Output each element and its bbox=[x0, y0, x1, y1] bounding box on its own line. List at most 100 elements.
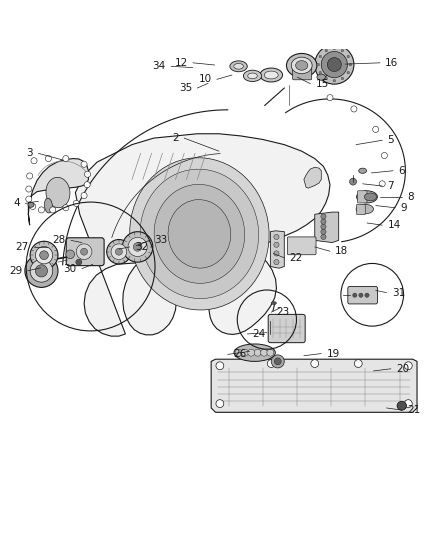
Ellipse shape bbox=[46, 177, 70, 208]
Circle shape bbox=[40, 251, 48, 260]
Text: 15: 15 bbox=[316, 79, 329, 88]
Circle shape bbox=[81, 161, 87, 167]
Circle shape bbox=[73, 200, 79, 206]
Circle shape bbox=[31, 158, 37, 164]
Circle shape bbox=[216, 400, 224, 408]
Circle shape bbox=[35, 265, 47, 277]
Ellipse shape bbox=[248, 73, 257, 79]
FancyBboxPatch shape bbox=[357, 191, 367, 203]
Ellipse shape bbox=[168, 199, 231, 268]
Circle shape bbox=[248, 349, 255, 356]
Circle shape bbox=[267, 360, 275, 367]
Text: 26: 26 bbox=[233, 350, 246, 359]
FancyBboxPatch shape bbox=[287, 237, 316, 255]
Circle shape bbox=[76, 244, 92, 260]
Circle shape bbox=[341, 77, 344, 80]
Ellipse shape bbox=[356, 204, 374, 214]
Text: 24: 24 bbox=[253, 329, 266, 339]
Circle shape bbox=[30, 241, 58, 269]
Text: 20: 20 bbox=[396, 364, 409, 374]
Circle shape bbox=[133, 243, 142, 251]
Ellipse shape bbox=[130, 158, 269, 310]
FancyBboxPatch shape bbox=[66, 238, 104, 265]
Circle shape bbox=[27, 173, 33, 179]
Circle shape bbox=[107, 239, 131, 264]
Circle shape bbox=[128, 237, 147, 256]
Text: 21: 21 bbox=[407, 405, 420, 415]
Ellipse shape bbox=[264, 71, 278, 79]
Text: 10: 10 bbox=[198, 75, 212, 84]
Circle shape bbox=[274, 260, 279, 265]
Circle shape bbox=[319, 55, 321, 58]
Circle shape bbox=[341, 50, 344, 52]
Text: 22: 22 bbox=[290, 253, 303, 263]
Text: 30: 30 bbox=[64, 264, 77, 273]
Text: 27: 27 bbox=[16, 242, 29, 252]
Text: 16: 16 bbox=[385, 58, 399, 68]
Circle shape bbox=[327, 58, 341, 71]
Text: 3: 3 bbox=[27, 148, 33, 158]
FancyBboxPatch shape bbox=[268, 314, 305, 343]
Text: 29: 29 bbox=[9, 266, 22, 276]
Ellipse shape bbox=[357, 191, 378, 203]
Text: 2: 2 bbox=[172, 133, 179, 143]
Text: 6: 6 bbox=[398, 166, 405, 176]
Circle shape bbox=[274, 235, 279, 239]
Text: 32: 32 bbox=[135, 242, 148, 252]
FancyBboxPatch shape bbox=[348, 287, 378, 304]
Circle shape bbox=[111, 244, 127, 260]
Circle shape bbox=[321, 214, 326, 219]
Ellipse shape bbox=[364, 193, 377, 201]
Ellipse shape bbox=[296, 61, 308, 70]
Polygon shape bbox=[304, 167, 321, 188]
Circle shape bbox=[81, 248, 88, 255]
Circle shape bbox=[116, 248, 122, 255]
Circle shape bbox=[350, 178, 357, 185]
Ellipse shape bbox=[28, 202, 34, 207]
Circle shape bbox=[333, 79, 336, 82]
Circle shape bbox=[359, 293, 363, 297]
Circle shape bbox=[321, 229, 326, 235]
Text: 4: 4 bbox=[14, 198, 20, 208]
Ellipse shape bbox=[234, 63, 244, 69]
Circle shape bbox=[321, 219, 326, 224]
Circle shape bbox=[311, 360, 319, 367]
Circle shape bbox=[365, 293, 369, 297]
FancyBboxPatch shape bbox=[357, 204, 365, 215]
Circle shape bbox=[315, 45, 354, 84]
Text: 7: 7 bbox=[388, 181, 394, 191]
Circle shape bbox=[261, 349, 268, 356]
Polygon shape bbox=[28, 158, 88, 225]
Circle shape bbox=[351, 106, 357, 112]
Polygon shape bbox=[270, 231, 284, 268]
Circle shape bbox=[271, 355, 284, 368]
Ellipse shape bbox=[397, 401, 406, 410]
Circle shape bbox=[379, 181, 385, 187]
Ellipse shape bbox=[244, 70, 261, 82]
Text: 18: 18 bbox=[335, 246, 349, 256]
Circle shape bbox=[30, 204, 36, 209]
Circle shape bbox=[241, 349, 248, 356]
Circle shape bbox=[354, 360, 362, 367]
Text: 8: 8 bbox=[407, 192, 413, 202]
Circle shape bbox=[30, 260, 53, 282]
FancyBboxPatch shape bbox=[293, 66, 312, 80]
Circle shape bbox=[381, 152, 388, 158]
Text: 23: 23 bbox=[276, 307, 290, 317]
Circle shape bbox=[35, 246, 53, 264]
Text: 33: 33 bbox=[155, 236, 168, 245]
Circle shape bbox=[85, 171, 91, 177]
Circle shape bbox=[317, 63, 320, 66]
Circle shape bbox=[63, 205, 69, 211]
Circle shape bbox=[341, 263, 403, 326]
Circle shape bbox=[373, 126, 379, 133]
Polygon shape bbox=[315, 212, 339, 243]
Circle shape bbox=[216, 362, 224, 370]
Circle shape bbox=[347, 71, 350, 74]
Text: 12: 12 bbox=[174, 58, 187, 68]
Circle shape bbox=[347, 55, 350, 58]
Ellipse shape bbox=[230, 61, 247, 72]
Circle shape bbox=[66, 250, 74, 259]
Circle shape bbox=[26, 196, 32, 202]
Circle shape bbox=[321, 52, 347, 78]
